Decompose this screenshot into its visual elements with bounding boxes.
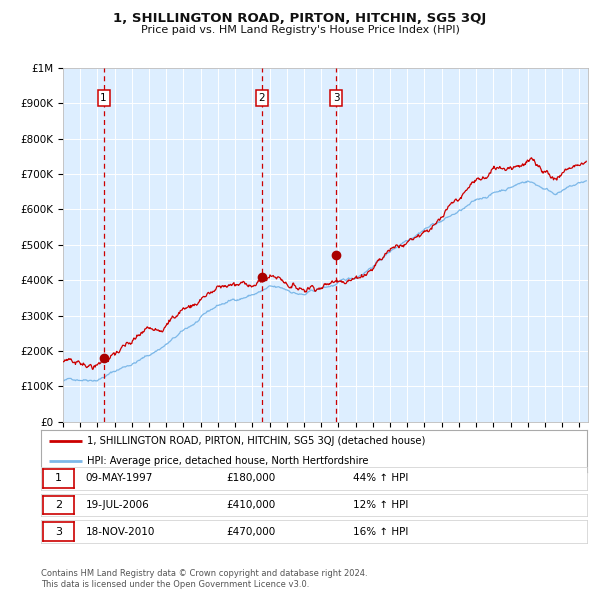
- Text: £470,000: £470,000: [227, 527, 276, 536]
- Text: 1, SHILLINGTON ROAD, PIRTON, HITCHIN, SG5 3QJ: 1, SHILLINGTON ROAD, PIRTON, HITCHIN, SG…: [113, 12, 487, 25]
- Text: £410,000: £410,000: [227, 500, 276, 510]
- Text: HPI: Average price, detached house, North Hertfordshire: HPI: Average price, detached house, Nort…: [87, 457, 369, 466]
- Text: 12% ↑ HPI: 12% ↑ HPI: [353, 500, 408, 510]
- Text: 2: 2: [259, 93, 265, 103]
- Text: Price paid vs. HM Land Registry's House Price Index (HPI): Price paid vs. HM Land Registry's House …: [140, 25, 460, 35]
- Text: 18-NOV-2010: 18-NOV-2010: [86, 527, 155, 536]
- Text: 3: 3: [55, 527, 62, 536]
- Text: 44% ↑ HPI: 44% ↑ HPI: [353, 474, 408, 483]
- Text: 2: 2: [55, 500, 62, 510]
- Text: Contains HM Land Registry data © Crown copyright and database right 2024.
This d: Contains HM Land Registry data © Crown c…: [41, 569, 367, 589]
- Text: 1, SHILLINGTON ROAD, PIRTON, HITCHIN, SG5 3QJ (detached house): 1, SHILLINGTON ROAD, PIRTON, HITCHIN, SG…: [87, 435, 425, 445]
- Text: 09-MAY-1997: 09-MAY-1997: [86, 474, 153, 483]
- Text: 19-JUL-2006: 19-JUL-2006: [86, 500, 149, 510]
- Text: 1: 1: [100, 93, 107, 103]
- Text: 16% ↑ HPI: 16% ↑ HPI: [353, 527, 408, 536]
- Text: 1: 1: [55, 474, 62, 483]
- Text: 3: 3: [333, 93, 340, 103]
- Text: £180,000: £180,000: [227, 474, 276, 483]
